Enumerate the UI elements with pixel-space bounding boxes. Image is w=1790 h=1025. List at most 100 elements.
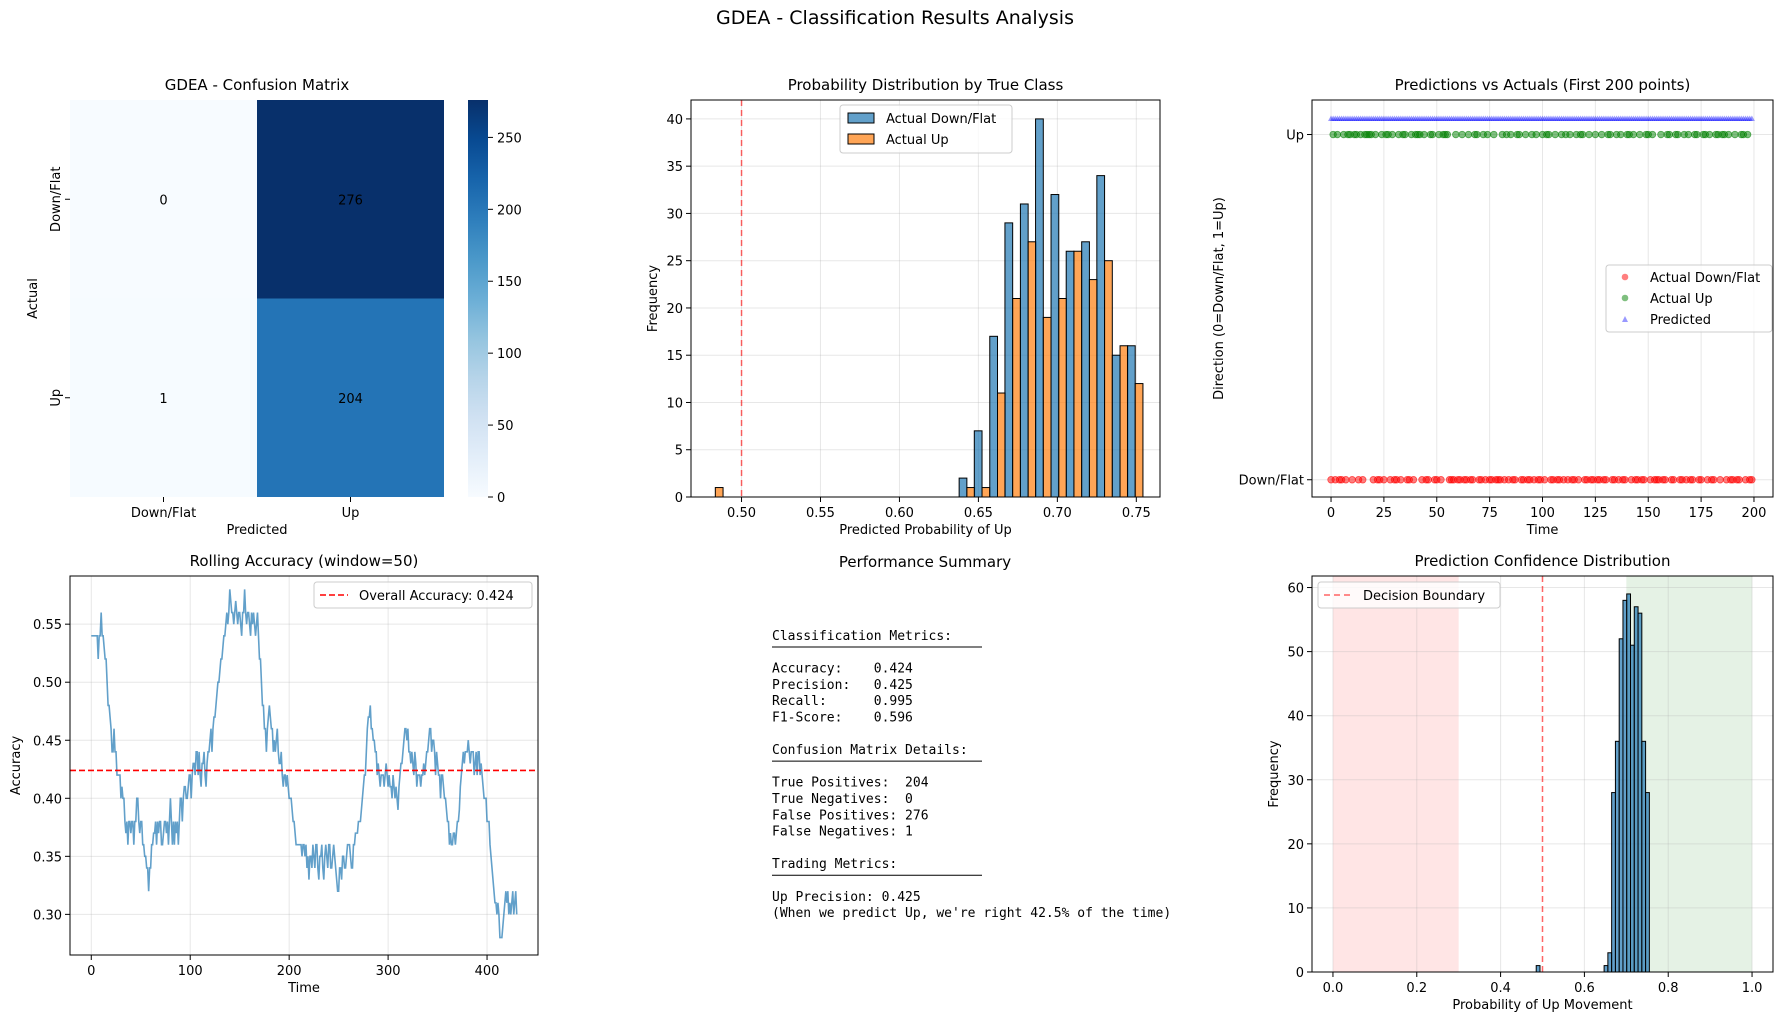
predicted-point: [1691, 115, 1698, 122]
predicted-point: [1349, 115, 1356, 122]
predicted-point: [1486, 115, 1493, 122]
actual-up-point: [1629, 130, 1638, 139]
predicted-point: [1410, 115, 1417, 122]
y-tick-label: 20: [666, 302, 683, 317]
legend-box: [1605, 264, 1773, 333]
predicted-point: [1573, 115, 1580, 122]
actual-up-point: [1333, 130, 1342, 139]
predicted-point: [1427, 115, 1434, 122]
predicted-point: [1560, 115, 1567, 122]
chart-title: GDEA - Confusion Matrix: [165, 76, 350, 94]
predicted-point: [1380, 115, 1387, 122]
actual-up-point: [1401, 130, 1409, 139]
chart-title: Predictions vs Actuals (First 200 points…: [1395, 76, 1691, 94]
predicted-point: [1621, 115, 1628, 122]
predicted-point: [1679, 115, 1686, 122]
predicted-point: [1402, 115, 1409, 122]
y-tick-label: 0.35: [33, 850, 62, 865]
legend-label: Actual Down/Flat: [886, 112, 996, 127]
x-tick-label: 75: [1481, 506, 1498, 521]
y-tick-label: 0.40: [33, 792, 62, 807]
actual-down-flat-point: [1669, 476, 1678, 484]
actual-down-flat-point: [1359, 476, 1367, 484]
x-tick-label: 300: [376, 964, 401, 979]
predicted-point: [1416, 115, 1423, 122]
x-tick-label: 0.0: [1323, 981, 1344, 996]
y-tick-label: 50: [1287, 646, 1304, 661]
x-tick-label: 0: [87, 964, 95, 979]
predicted-point: [1418, 115, 1425, 122]
actual-down-flat-point: [1716, 476, 1724, 484]
predicted-point: [1695, 115, 1702, 122]
confidence-bar: [1637, 612, 1643, 973]
y-tick-label: 60: [1287, 582, 1304, 597]
predicted-point: [1683, 115, 1690, 122]
predicted-point: [1727, 115, 1734, 122]
actual-up-point: [1617, 130, 1625, 139]
predicted-point: [1740, 115, 1747, 122]
predicted-point: [1454, 115, 1461, 122]
predicted-point: [1465, 115, 1472, 122]
predicted-point: [1495, 115, 1502, 122]
predicted-point: [1467, 115, 1474, 122]
figure-title: GDEA - Classification Results Analysis: [716, 7, 1074, 29]
predicted-point: [1490, 115, 1497, 122]
bar-up: [966, 487, 976, 498]
rolling-accuracy-line: [91, 589, 518, 939]
predicted-point: [1497, 115, 1504, 122]
summary-line: True Positives: 204: [772, 776, 929, 791]
y-axis-label: Frequency: [646, 265, 661, 332]
y-tick-label: 35: [666, 160, 683, 175]
predicted-point: [1461, 115, 1468, 122]
predicted-point: [1594, 115, 1601, 122]
actual-up-point: [1578, 130, 1587, 139]
legend-swatch: [847, 133, 875, 145]
actual-up-point: [1443, 130, 1452, 139]
predicted-point: [1387, 115, 1394, 122]
summary-title: Performance Summary: [839, 553, 1011, 571]
predicted-point: [1374, 115, 1381, 122]
predicted-point: [1399, 115, 1406, 122]
predicted-point: [1332, 115, 1339, 122]
x-axis-label: Predicted Probability of Up: [839, 523, 1011, 538]
predicted-point: [1526, 115, 1533, 122]
predicted-point: [1347, 115, 1354, 122]
legend-marker: [1621, 273, 1629, 281]
summary-line: Up Precision: 0.425: [772, 890, 921, 905]
predicted-point: [1357, 115, 1364, 122]
predicted-point: [1590, 115, 1597, 122]
x-tick-label: 0.55: [806, 506, 835, 521]
predicted-point: [1450, 115, 1457, 122]
x-tick-label: 25: [1376, 506, 1393, 521]
predicted-point: [1638, 115, 1645, 122]
bar-up: [714, 487, 724, 498]
colorbar-tick-label: 0: [497, 491, 505, 506]
legend-label: Predicted: [1650, 313, 1711, 328]
actual-down-flat-point: [1748, 476, 1756, 484]
predicted-point: [1611, 115, 1618, 122]
predicted-point: [1344, 115, 1351, 122]
actual-down-flat-point: [1602, 476, 1610, 484]
x-tick-label: 0.60: [885, 506, 914, 521]
predicted-point: [1689, 115, 1696, 122]
predicted-point: [1717, 115, 1724, 122]
legend: Decision Boundary: [1317, 581, 1501, 609]
confidence-bar: [1607, 952, 1613, 973]
actual-up-point: [1684, 130, 1693, 139]
predicted-point: [1545, 115, 1552, 122]
predicted-point: [1748, 115, 1755, 122]
y-tick-label: 10: [666, 396, 683, 411]
predicted-point: [1442, 115, 1449, 122]
predicted-point: [1516, 115, 1523, 122]
predicted-point: [1353, 115, 1360, 122]
predicted-point: [1459, 115, 1466, 122]
predicted-point: [1636, 115, 1643, 122]
predicted-point: [1581, 115, 1588, 122]
predicted-point: [1393, 115, 1400, 122]
legend: Actual Down/Flat Actual Up: [839, 104, 1013, 154]
y-tick-label: 15: [666, 349, 683, 364]
x-tick-label: Down/Flat: [131, 506, 196, 521]
chart-title: Rolling Accuracy (window=50): [190, 552, 419, 570]
actual-down-flat-point: [1348, 476, 1356, 484]
predicted-point: [1385, 115, 1392, 122]
